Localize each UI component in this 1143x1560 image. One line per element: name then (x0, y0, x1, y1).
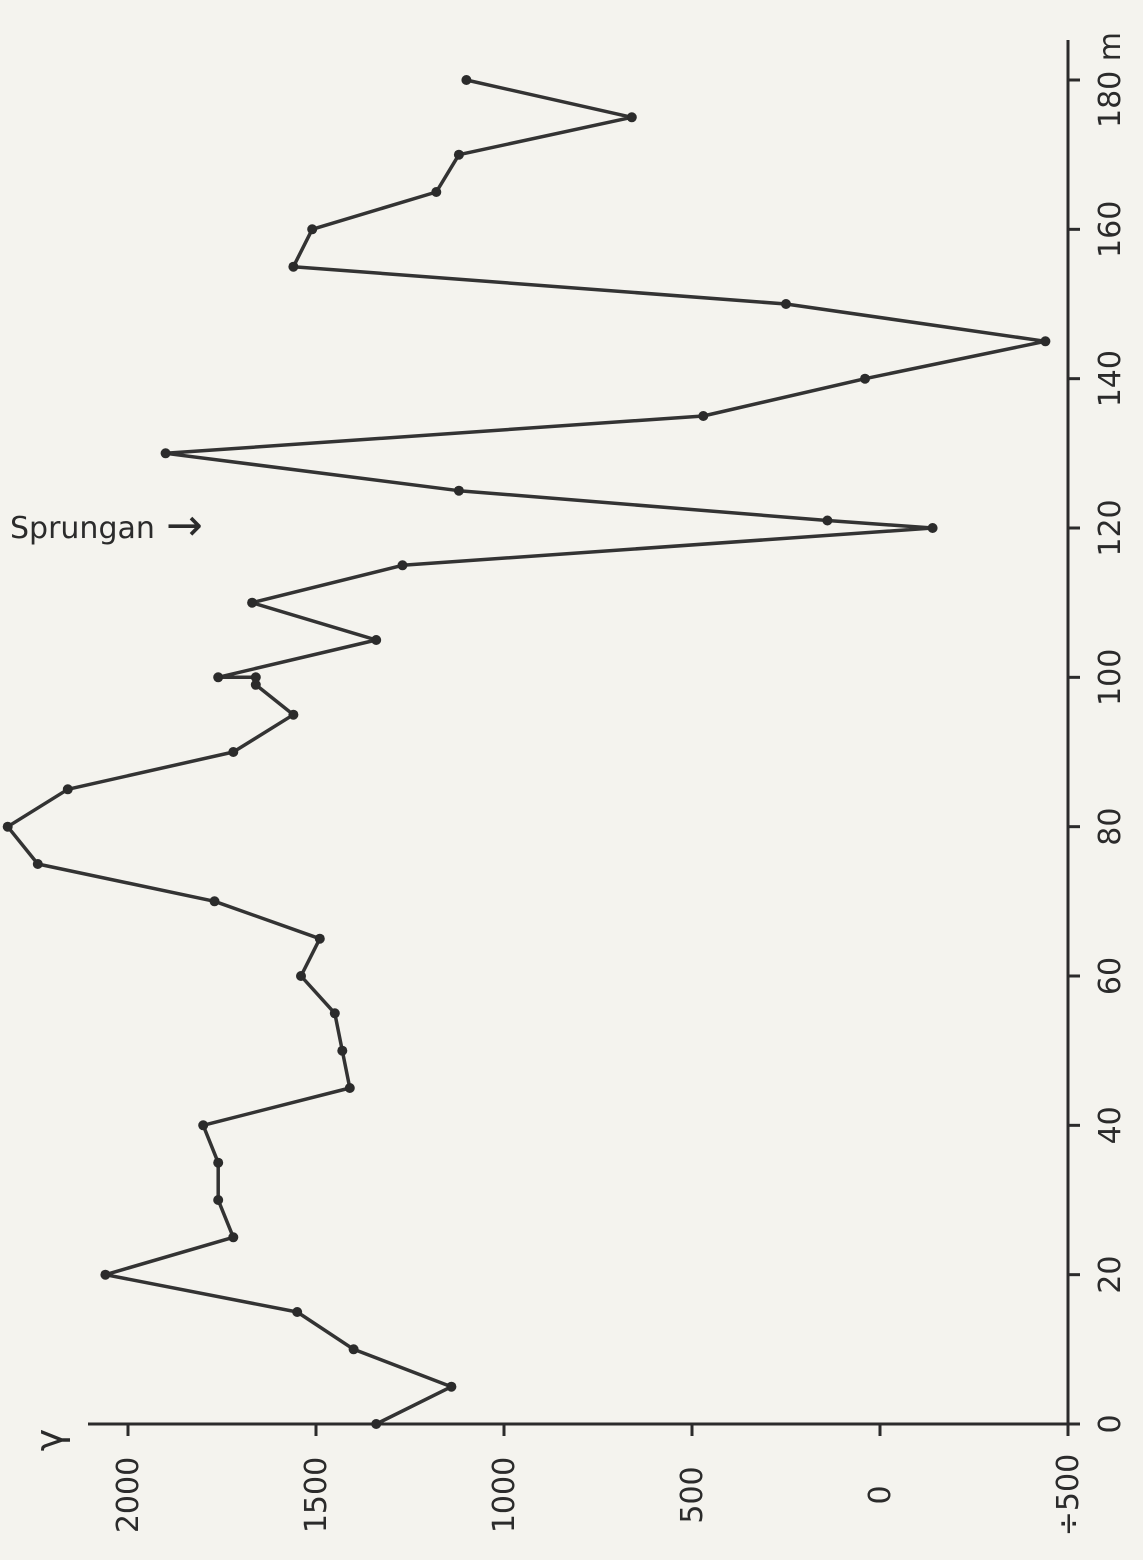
data-point (32, 859, 43, 869)
data-point (296, 971, 306, 981)
value-tick-label: 2000 (111, 1457, 146, 1533)
value-ticks: 2000 1500 1000 500 0 ÷500 (111, 1424, 1086, 1536)
data-point (822, 515, 833, 526)
data-point (397, 560, 408, 571)
sprungan-annotation: Sprungan (10, 511, 155, 546)
distance-tick-label: 60 (1093, 957, 1128, 995)
data-point (314, 933, 325, 944)
data-point (781, 299, 791, 309)
data-point (860, 373, 870, 384)
data-points (2, 75, 1051, 1429)
data-point (213, 1157, 224, 1168)
data-point (2, 821, 13, 832)
data-point (213, 1195, 224, 1205)
value-tick-label: 500 (675, 1466, 710, 1523)
distance-tick-label: 180 m (1093, 32, 1128, 128)
data-point (453, 149, 464, 160)
data-point (62, 784, 73, 795)
data-point (344, 1083, 355, 1093)
data-point (307, 224, 318, 235)
data-point (160, 448, 171, 459)
value-tick-label: ÷500 (1051, 1454, 1086, 1536)
data-point (348, 1344, 359, 1355)
data-point (198, 1120, 209, 1131)
data-point (1040, 336, 1051, 347)
data-point (431, 187, 442, 197)
distance-tick-label: 140 (1093, 350, 1128, 407)
data-point (250, 679, 261, 690)
data-point (288, 709, 299, 720)
data-point (100, 1269, 111, 1280)
value-tick-label: 1000 (487, 1457, 522, 1533)
distance-tick-label: 120 (1093, 499, 1128, 556)
annotation-group: Sprungan → (10, 500, 203, 551)
data-point (228, 747, 239, 757)
data-point (329, 1008, 340, 1019)
data-point (288, 261, 299, 272)
data-point (337, 1045, 348, 1056)
value-axis-title-group: γ (27, 1429, 71, 1452)
data-point (250, 672, 261, 683)
data-point (453, 485, 464, 496)
data-point (292, 1307, 303, 1317)
value-tick-label: 1500 (299, 1457, 334, 1533)
data-point (371, 635, 382, 645)
distance-tick-label: 160 (1093, 201, 1128, 258)
data-point (446, 1381, 457, 1392)
value-tick-label: 0 (863, 1485, 898, 1504)
series-group (5, 78, 1048, 1426)
data-point (213, 672, 224, 683)
axes (88, 40, 1080, 1426)
distance-tick-label: 40 (1093, 1106, 1128, 1144)
distance-tick-label: 80 (1093, 808, 1128, 846)
data-point (927, 523, 938, 533)
sprungan-arrow-icon: → (166, 500, 203, 551)
data-point (461, 75, 472, 85)
distance-ticks: 0 20 40 60 80 100 120 140 160 180 m (1068, 32, 1128, 1434)
value-axis-title: γ (27, 1429, 71, 1452)
series-line (5, 78, 1048, 1426)
data-point (228, 1232, 239, 1243)
distance-tick-label: 20 (1093, 1256, 1128, 1294)
data-point (626, 112, 637, 123)
data-point (247, 597, 258, 608)
data-point (698, 411, 709, 421)
distance-tick-label: 100 (1093, 649, 1128, 706)
data-point (209, 896, 220, 907)
data-point (371, 1419, 382, 1429)
distance-tick-label: 0 (1093, 1414, 1128, 1433)
